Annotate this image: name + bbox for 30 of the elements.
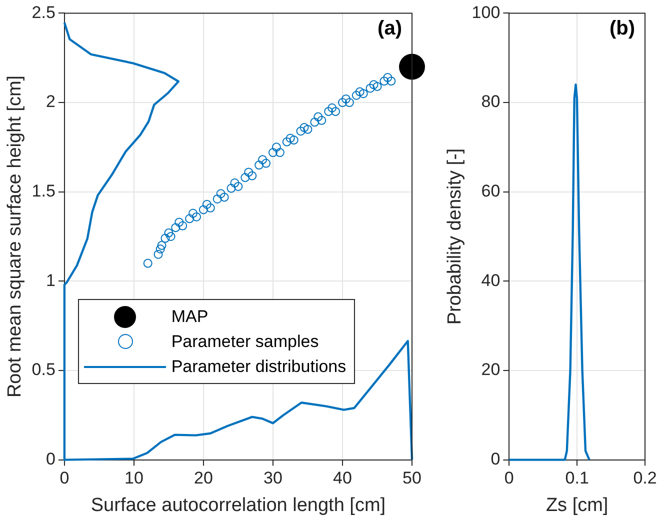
y-tick-label: 0	[46, 449, 56, 468]
x-tick-label: 10	[124, 468, 144, 488]
legend-label: Parameter samples	[171, 332, 320, 352]
x-tick-label: 0.2	[633, 468, 657, 488]
y-tick-label: 40	[481, 270, 500, 290]
y-tick-label: 1	[46, 270, 56, 290]
x-axis-title: Surface autocorrelation length [cm]	[90, 494, 386, 516]
y-tick-label: 20	[481, 360, 500, 380]
y-tick-label: 0	[490, 449, 500, 468]
y-tick-label: 1.5	[32, 182, 56, 201]
x-tick-label: 20	[194, 468, 213, 488]
x-tick-label: 0	[504, 468, 514, 488]
y-tick-label: 2	[46, 92, 56, 112]
annotation: (b)	[609, 18, 635, 40]
y-axis-title: Probability density [-]	[444, 148, 466, 325]
legend-label: Parameter distributions	[171, 356, 348, 377]
x-tick-label: 50	[402, 468, 422, 488]
annotation: (a)	[378, 18, 402, 40]
x-tick-label: 40	[333, 468, 352, 488]
x-axis-title: Zs [cm]	[546, 494, 608, 516]
y-tick-label: 2.5	[32, 2, 56, 22]
x-tick-label: 0	[60, 468, 70, 488]
x-tick-label: 30	[264, 468, 282, 488]
y-tick-label: 60	[481, 182, 500, 201]
y-tick-label: 100	[472, 2, 500, 22]
y-axis-title: Root mean square surface height [cm]	[4, 75, 26, 398]
x-tick-label: 0.1	[565, 468, 589, 488]
legend-label: MAP	[171, 306, 210, 327]
y-tick-label: 80	[481, 92, 500, 112]
y-tick-label: 0.5	[32, 360, 56, 380]
